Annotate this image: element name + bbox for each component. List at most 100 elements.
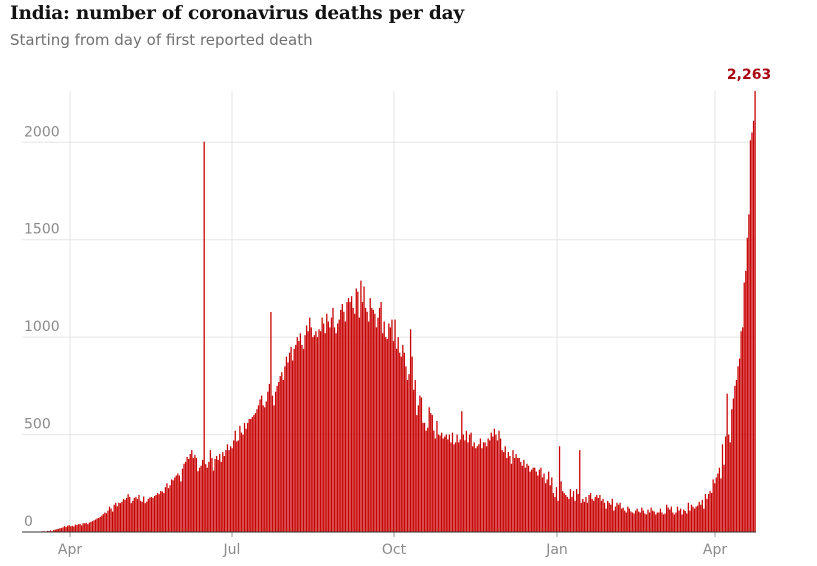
bar <box>104 512 106 532</box>
bar <box>537 475 539 532</box>
bar <box>79 523 81 532</box>
bar <box>565 494 567 532</box>
bar <box>141 501 143 532</box>
bar <box>242 434 244 532</box>
bar <box>648 512 651 532</box>
bar <box>355 288 357 532</box>
bar <box>267 391 269 532</box>
bar <box>229 446 232 532</box>
bar <box>417 405 419 532</box>
chart-title: India: number of coronavirus deaths per … <box>10 3 464 24</box>
bar <box>423 422 426 532</box>
bar <box>184 461 187 532</box>
bar <box>287 362 289 532</box>
bar <box>653 511 655 532</box>
bar <box>416 415 418 532</box>
bar <box>71 525 73 532</box>
bar <box>422 422 424 532</box>
bar <box>149 497 151 532</box>
bar <box>591 498 593 532</box>
bar <box>65 526 67 532</box>
bar <box>560 481 562 532</box>
bar <box>658 512 660 532</box>
bar <box>197 471 199 532</box>
bar <box>150 496 153 532</box>
bar <box>656 512 658 532</box>
bar <box>572 491 575 532</box>
bar <box>341 304 343 532</box>
bar <box>729 442 731 532</box>
bar <box>462 434 464 532</box>
bar <box>675 512 677 532</box>
bar <box>430 413 432 532</box>
bar <box>394 319 396 532</box>
bar <box>692 506 694 532</box>
bar <box>735 380 738 532</box>
bar <box>231 448 233 532</box>
bar <box>388 323 390 532</box>
bar <box>693 508 696 532</box>
bar <box>122 498 125 532</box>
bar <box>236 441 238 532</box>
bar <box>450 442 452 532</box>
bar <box>433 430 435 532</box>
bar <box>481 448 483 532</box>
bar <box>127 494 129 532</box>
bar <box>742 327 744 532</box>
bar <box>636 508 638 532</box>
bar <box>324 333 326 532</box>
y-tick-label: 2000 <box>24 124 60 140</box>
bar <box>375 327 378 532</box>
bar <box>222 452 224 532</box>
bar <box>492 436 494 532</box>
bar <box>732 398 734 532</box>
bar <box>428 407 430 532</box>
bar <box>186 456 188 532</box>
bar <box>158 494 160 532</box>
bar <box>721 444 724 532</box>
bar <box>431 415 433 532</box>
bar <box>624 510 626 532</box>
bar <box>451 432 454 532</box>
bar <box>493 428 496 532</box>
bar <box>707 494 710 532</box>
bar <box>697 505 699 532</box>
bar <box>569 489 572 532</box>
bar <box>535 471 537 532</box>
bar <box>400 356 402 532</box>
bar <box>655 514 657 532</box>
bar <box>715 477 717 532</box>
y-tick-label: 0 <box>24 514 33 530</box>
bar <box>748 214 750 533</box>
bar <box>454 442 457 532</box>
bar <box>706 498 708 532</box>
y-axis-ticks: 0 500 1000 1500 2000 <box>24 124 60 530</box>
bar <box>526 463 528 532</box>
bar <box>262 405 264 532</box>
bar <box>161 491 163 532</box>
bar <box>268 383 271 532</box>
bar <box>439 435 441 532</box>
bar <box>476 446 478 532</box>
bar <box>458 442 460 532</box>
bar <box>226 444 229 532</box>
bar <box>169 485 171 532</box>
bar <box>73 526 75 532</box>
bar <box>478 444 480 532</box>
bar <box>228 450 230 532</box>
bar <box>411 356 413 532</box>
bar <box>233 440 235 532</box>
bar <box>546 479 548 532</box>
bar <box>274 391 277 532</box>
bar <box>552 493 554 532</box>
bar <box>436 420 438 532</box>
bar <box>520 461 522 532</box>
bar <box>102 514 104 532</box>
bar <box>690 504 693 532</box>
bar <box>299 333 302 532</box>
bar <box>133 497 135 532</box>
bar <box>132 500 134 532</box>
bar <box>310 327 312 532</box>
bar <box>737 366 739 532</box>
